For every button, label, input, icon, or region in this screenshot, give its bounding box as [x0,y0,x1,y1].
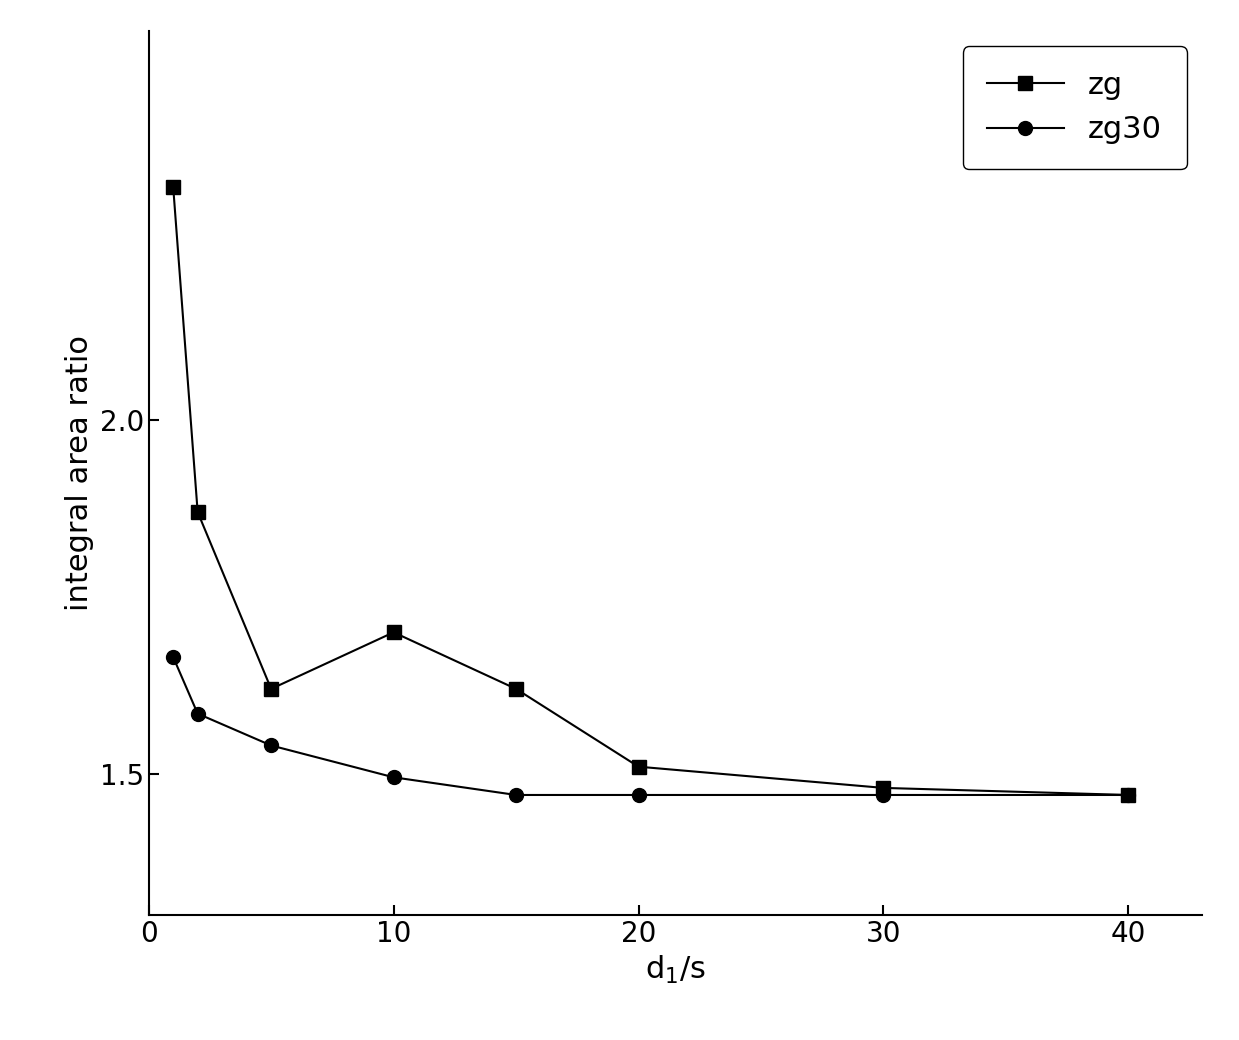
zg [264,682,279,695]
zg [191,505,206,518]
zg30 [631,788,646,801]
Legend: zg, zg30: zg, zg30 [963,47,1187,168]
Y-axis label: integral area ratio: integral area ratio [64,335,94,612]
zg [387,626,401,639]
zg [631,760,646,773]
zg [166,181,181,193]
zg [509,682,524,695]
X-axis label: d$_1$/s: d$_1$/s [644,954,706,986]
zg30 [387,771,401,783]
zg30 [1121,788,1136,801]
zg30 [264,739,279,752]
zg30 [876,788,891,801]
zg30 [509,788,524,801]
zg [1121,788,1136,801]
zg30 [166,651,181,664]
Line: zg: zg [166,180,1135,802]
zg [876,782,891,795]
zg30 [191,707,206,720]
Line: zg30: zg30 [166,650,1135,802]
